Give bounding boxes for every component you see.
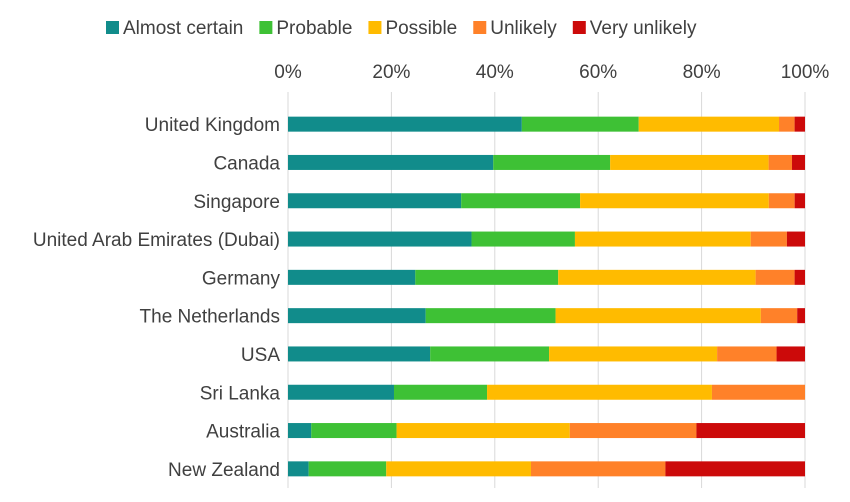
category-label: New Zealand [168,460,280,481]
bar-unlikely [779,116,795,132]
bar-very-unlikely [794,193,805,209]
bar-almost-certain [288,231,472,247]
legend-swatch [473,21,487,34]
legend-label: Probable [276,18,352,39]
bar-almost-certain [288,461,309,477]
bar-very-unlikely [665,461,805,477]
bar-almost-certain [288,346,431,362]
bar-very-unlikely [797,308,805,324]
bar-probable [461,193,581,209]
bar-unlikely [717,346,777,362]
legend-label: Possible [385,18,457,39]
bar-possible [549,346,718,362]
legend-swatch [259,21,273,34]
category-label: Singapore [193,192,280,213]
bar-possible [555,308,761,324]
legend-swatch [368,21,382,34]
category-label: Sri Lanka [200,383,281,404]
bar-almost-certain [288,269,416,285]
bar-almost-certain [288,423,312,439]
bar-unlikely [750,231,787,247]
bar-probable [521,116,639,132]
bar-probable [311,423,397,439]
bar-almost-certain [288,116,522,132]
y-axis-category-labels: United Kingdom Canada Singapore United Arab… [33,115,281,481]
bar-very-unlikely [794,269,805,285]
bar-very-unlikely [776,346,805,362]
bar-unlikely [768,154,793,170]
bar-possible [638,116,780,132]
x-tick-label: 100% [781,62,830,83]
legend-label: Unlikely [490,18,557,39]
x-axis-tick-labels: 0% 20% 40% 60% 80% 100% [274,62,829,83]
category-label: Germany [202,268,281,289]
bar-probable [493,154,611,170]
bar-possible [574,231,751,247]
legend-label: Almost certain [123,18,243,39]
bar-almost-certain [288,193,462,209]
bar-possible [487,384,712,400]
bar-possible [580,193,769,209]
bar-unlikely [711,384,805,400]
category-label: United Kingdom [145,115,280,136]
bar-unlikely [760,308,798,324]
bar-unlikely [768,193,795,209]
bar-possible [558,269,756,285]
legend: Almost certain Probable Possible Unlikely Ve… [106,18,697,39]
category-label: USA [241,345,280,366]
category-label: United Arab Emirates (Dubai) [33,230,280,251]
bar-very-unlikely [792,154,805,170]
bar-very-unlikely [786,231,805,247]
category-label: Canada [213,153,280,174]
x-tick-label: 0% [274,62,302,83]
legend-swatch [572,21,586,34]
bar-possible [396,423,570,439]
bar-probable [425,308,556,324]
bar-unlikely [569,423,697,439]
bar-probable [393,384,488,400]
x-tick-label: 80% [683,62,721,83]
x-tick-label: 60% [579,62,617,83]
bar-possible [386,461,531,477]
bar-probable [430,346,550,362]
category-label: Australia [206,422,280,443]
x-tick-label: 20% [372,62,410,83]
legend-label: Very unlikely [590,18,697,39]
bar-very-unlikely [696,423,805,439]
bar-probable [415,269,559,285]
x-tick-label: 40% [476,62,514,83]
bar-possible [610,154,769,170]
bar-unlikely [755,269,795,285]
bar-almost-certain [288,308,426,324]
bar-probable [471,231,575,247]
bars [288,116,805,477]
bar-unlikely [530,461,666,477]
bar-probable [308,461,387,477]
category-label: The Netherlands [140,307,280,328]
bar-very-unlikely [794,116,805,132]
bar-almost-certain [288,154,494,170]
bar-almost-certain [288,384,394,400]
legend-swatch [106,21,119,34]
